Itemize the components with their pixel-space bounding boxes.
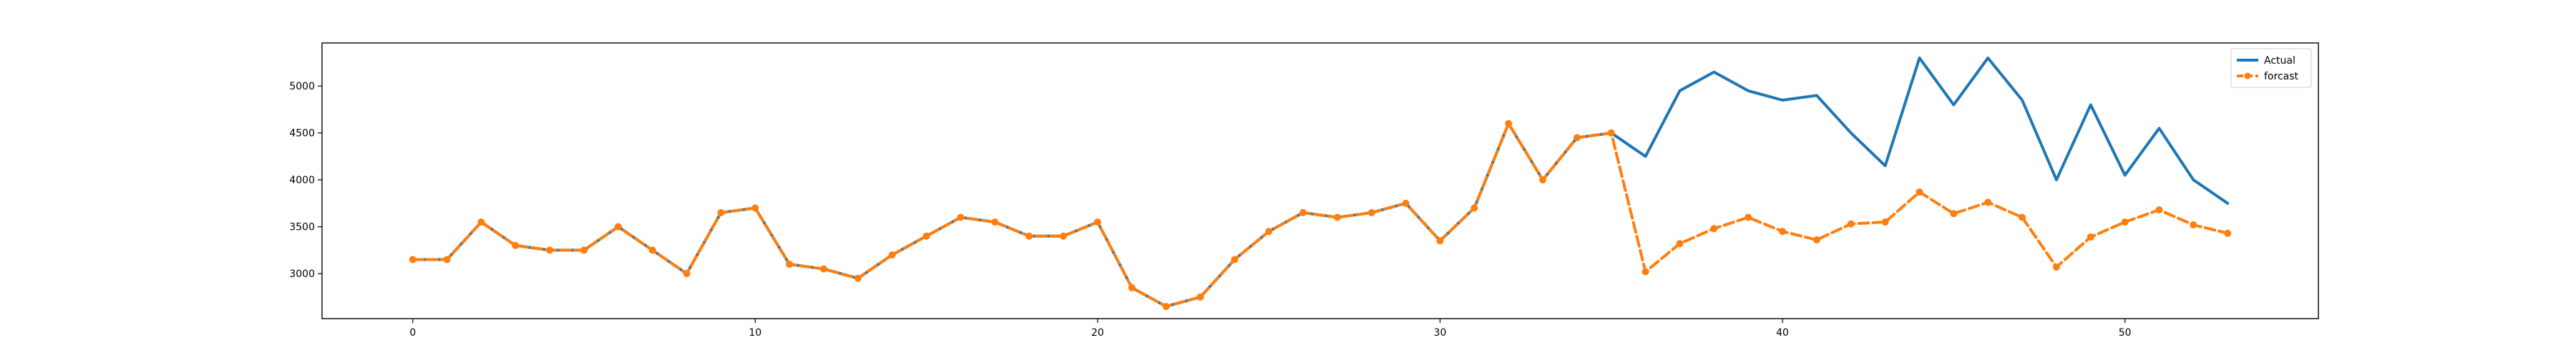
series-point-forcast [1950,210,1958,218]
series-point-forcast [1881,218,1889,226]
series-point-forcast [2019,213,2026,221]
series-point-forcast [888,251,896,258]
series-point-forcast [1539,176,1547,184]
series-point-forcast [1676,240,1684,248]
legend-label: Actual [2264,55,2296,67]
y-tick-label: 3000 [289,268,315,280]
series-point-forcast [1505,120,1513,127]
series-point-forcast [1093,218,1101,226]
series-point-forcast [477,218,485,226]
series-point-forcast [1196,293,1204,301]
series-point-forcast [1402,199,1410,207]
plot-frame [321,42,2319,319]
series-point-forcast [1710,225,1718,233]
series-point-forcast [2224,229,2232,237]
series-point-forcast [648,246,656,254]
series-point-forcast [512,241,519,249]
series-line-forcast [411,122,2230,308]
series-point-forcast [991,218,999,226]
y-tick-label: 5000 [289,81,315,92]
series-point-forcast [854,274,862,282]
series-point-forcast [1060,232,1068,240]
series-point-forcast [1779,228,1787,236]
y-tick-label: 3500 [289,222,315,233]
series-point-forcast [1333,213,1341,221]
series-point-forcast [2121,218,2129,226]
series-point-forcast [1128,284,1136,291]
legend-label: forcast [2264,71,2299,82]
series-point-forcast [614,223,622,231]
y-axis: 3000 3500 4000 4500 5000 [289,81,322,280]
series-point-forcast [1847,220,1855,228]
y-tick-label: 4000 [289,175,315,186]
series-point-forcast [922,232,930,240]
legend-box [2230,48,2312,88]
series-point-forcast [580,246,588,254]
series-point-forcast [1573,134,1581,142]
series-point-forcast [409,256,416,263]
series-point-forcast [1470,204,1478,212]
series-point-forcast [820,265,828,273]
series-point-forcast [546,246,554,254]
x-tick-label: 30 [1434,327,1447,339]
series-point-forcast [1231,256,1239,263]
series-point-forcast [1984,198,1992,206]
series-point-forcast [443,256,451,263]
y-tick-label: 4500 [289,128,315,140]
series-point-forcast [786,261,794,268]
series-point-forcast [1265,228,1273,236]
series-point-forcast [2087,233,2094,241]
x-tick-label: 10 [748,327,761,339]
series-layer [409,56,2232,310]
x-tick-label: 20 [1091,327,1104,339]
series-point-forcast [1641,268,1649,276]
series-point-forcast [751,204,759,212]
series-point-forcast [1162,302,1170,310]
legend-marker [2244,72,2251,79]
series-point-forcast [1367,209,1375,217]
series-point-forcast [1745,213,1752,221]
series-point-forcast [957,213,965,221]
series-point-forcast [1813,236,1820,243]
series-point-forcast [2052,263,2060,271]
series-point-forcast [1025,232,1033,240]
legend: Actual forcast [2230,48,2312,88]
x-tick-label: 0 [409,327,416,339]
series-point-forcast [1436,237,1444,245]
x-tick-label: 40 [1776,327,1789,339]
series-point-forcast [683,270,691,278]
series-point-forcast [2190,221,2197,229]
series-point-forcast [1299,209,1307,217]
series-point-forcast [2155,206,2163,214]
series-point-forcast [1916,188,1923,196]
series-point-forcast [717,209,725,217]
x-axis: 0 10 20 30 40 50 [409,319,2132,339]
series-point-forcast [1607,129,1615,137]
x-tick-label: 50 [2119,327,2132,339]
